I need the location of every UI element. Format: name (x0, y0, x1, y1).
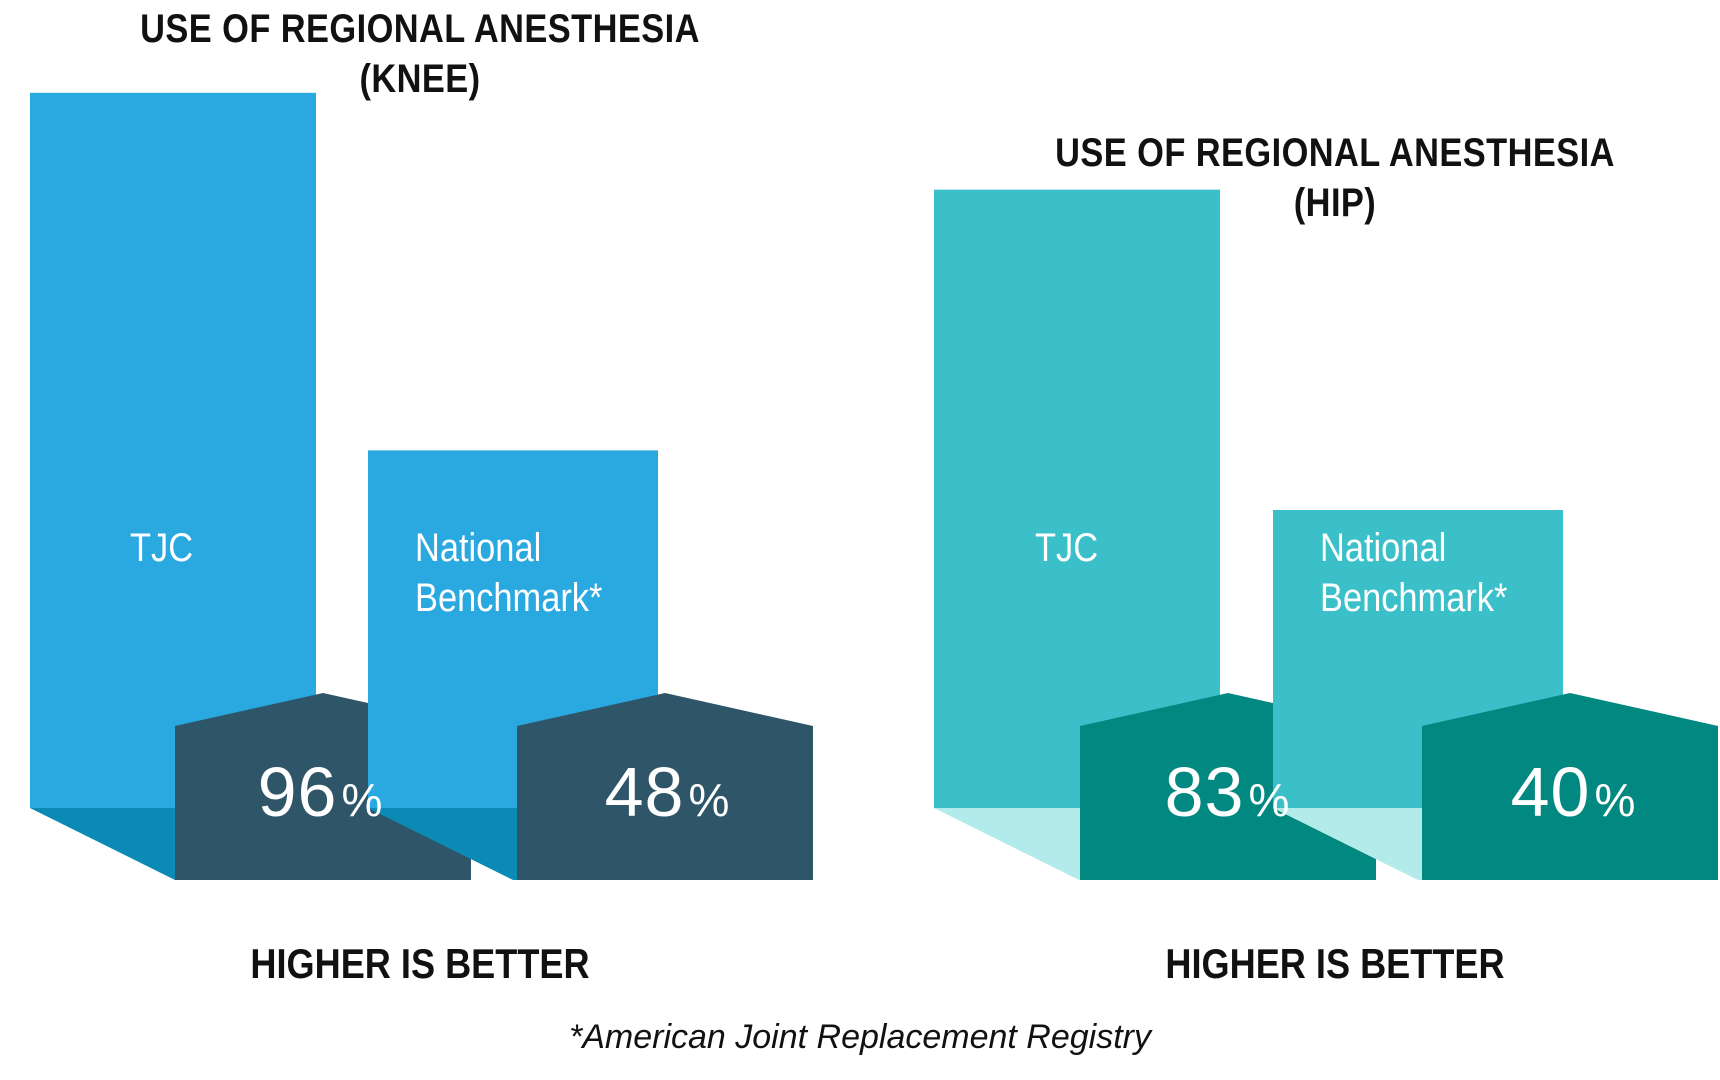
percent-sign: % (1248, 774, 1290, 826)
value-label-knee-benchmark: 48% (605, 752, 730, 832)
chart-title-knee-line1: USE OF REGIONAL ANESTHESIA (140, 7, 700, 51)
note-hip: HIGHER IS BETTER (1165, 940, 1505, 987)
value-label-hip-benchmark: 40% (1511, 752, 1636, 832)
bar-label-hip-tjc: TJC (1035, 526, 1099, 570)
chart-title-knee-line2: (KNEE) (359, 57, 481, 101)
chart-title-knee: USE OF REGIONAL ANESTHESIA (KNEE) (128, 4, 713, 104)
value-label-hip-tjc: 83% (1165, 752, 1290, 832)
value-knee-benchmark: 48 (604, 753, 685, 831)
footnote: *American Joint Replacement Registry (568, 1018, 1152, 1056)
bar-knee-tjc (30, 92, 316, 809)
bar-label-knee-tjc: TJC (130, 526, 194, 570)
bar-label-knee-benchmark: National Benchmark* (415, 526, 603, 620)
value-label-knee-tjc: 96% (258, 752, 383, 832)
chart-title-hip: USE OF REGIONAL ANESTHESIA (HIP) (1043, 128, 1628, 228)
percent-sign: % (1594, 774, 1636, 826)
chart-title-hip-line2: (HIP) (1293, 181, 1377, 225)
note-knee: HIGHER IS BETTER (250, 940, 590, 987)
value-hip-benchmark: 40 (1510, 753, 1591, 831)
bar-label-hip-benchmark: National Benchmark* (1320, 526, 1508, 620)
percent-sign: % (341, 774, 383, 826)
percent-sign: % (688, 774, 730, 826)
value-badge-knee-benchmark (517, 693, 813, 880)
value-knee-tjc: 96 (257, 753, 338, 831)
value-hip-tjc: 83 (1164, 753, 1245, 831)
bar-hip-tjc (934, 189, 1220, 808)
value-badge-hip-benchmark (1422, 693, 1718, 880)
chart-title-hip-line1: USE OF REGIONAL ANESTHESIA (1055, 131, 1615, 175)
